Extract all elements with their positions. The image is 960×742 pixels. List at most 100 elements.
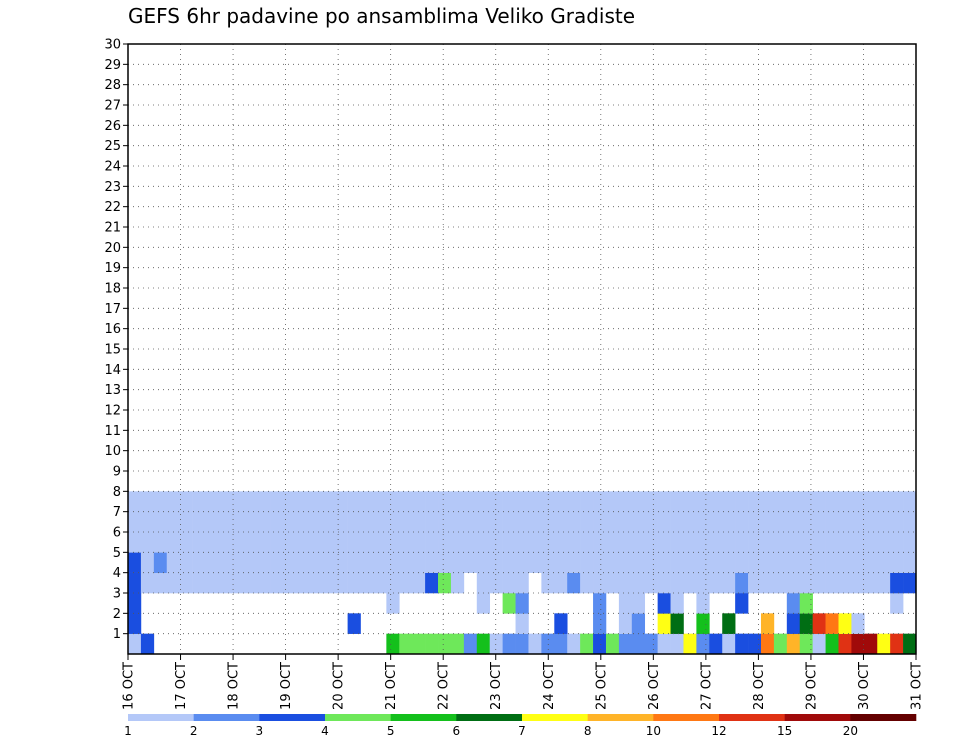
heatmap-cell [735,491,749,512]
heatmap-cell [128,572,142,594]
heatmap-cell [748,532,762,553]
heatmap-cell [515,532,529,553]
heatmap-cell [386,593,400,614]
heatmap-cell [903,552,917,573]
y-tick-label: 21 [104,221,121,236]
heatmap-cell [244,532,258,553]
colorbar: 1 2 3 4 5 6 7 8 10 12 15 20 [124,714,917,738]
heatmap-cell [438,491,452,512]
heatmap-cell [295,572,310,594]
heatmap-cell [386,532,400,553]
heatmap-cell [799,532,813,553]
heatmap-cell [489,532,503,553]
heatmap-cell [334,511,348,533]
heatmap-cell [283,491,297,512]
heatmap-cell [748,511,762,533]
heatmap-cell [748,633,762,655]
heatmap-cell [128,593,142,614]
colorbar-label: 1 [124,724,132,738]
heatmap-cell [554,572,568,594]
heatmap-cell [205,491,219,512]
colorbar-segment [850,714,917,721]
heatmap-cell [580,491,594,512]
x-tick-label: 22 OCT [437,662,452,710]
heatmap-cell [670,532,684,553]
heatmap-cell [851,572,865,594]
heatmap-cell [825,633,839,655]
heatmap-cell [605,532,620,553]
heatmap-cell [903,572,917,594]
heatmap-cell [567,552,581,573]
heatmap-cell [205,552,219,573]
heatmap-cell [283,511,297,533]
heatmap-cell [128,633,142,655]
heatmap-cell [851,613,865,634]
heatmap-cell [618,532,633,553]
heatmap-cell [657,511,671,533]
heatmap-cell [244,552,258,573]
heatmap-cell [295,491,310,512]
heatmap-cell [515,593,529,614]
heatmap-cell [166,572,180,594]
heatmap-cell [295,532,310,553]
heatmap-cell [218,491,232,512]
heatmap-cell [476,532,491,553]
heatmap-cell [709,491,723,512]
heatmap-cell [631,491,646,512]
heatmap-cell [657,593,671,614]
heatmap-cell [851,532,865,553]
heatmap-cell [709,511,723,533]
x-tick-label: 27 OCT [699,662,714,710]
heatmap-cell [153,511,168,533]
y-tick-label: 6 [113,526,121,541]
heatmap-cell [618,633,633,655]
heatmap-cell [270,572,284,594]
colorbar-label: 15 [777,724,792,738]
x-tick-label: 20 OCT [332,662,347,710]
y-tick-label: 1 [113,627,121,642]
heatmap-cell [476,491,491,512]
heatmap-cell [735,532,749,553]
heatmap-cell [825,491,839,512]
heatmap-cell [890,633,904,655]
heatmap-cell [489,633,503,655]
heatmap-cell [799,511,813,533]
heatmap-cell [515,511,529,533]
heatmap-cell [438,552,452,573]
heatmap-cell [412,532,426,553]
y-tick-label: 15 [104,343,121,358]
heatmap-cell [450,491,465,512]
heatmap-cell [128,511,142,533]
heatmap-cell [218,511,232,533]
heatmap-cell [463,511,478,533]
colorbar-segment [456,714,523,721]
x-tick-label: 16 OCT [122,662,137,710]
heatmap-cell [476,552,491,573]
heatmap-cell [231,532,245,553]
heatmap-cell [244,491,258,512]
heatmap-cell [722,613,736,634]
heatmap-cell [735,552,749,573]
heatmap-cell [593,511,607,533]
heatmap-cell [179,511,193,533]
heatmap-cell [283,572,297,594]
heatmap-cell [334,572,348,594]
heatmap-cell [476,633,491,655]
x-tick-label: 29 OCT [804,662,819,710]
heatmap-cell [657,633,671,655]
heatmap-cell [786,633,801,655]
heatmap-cell [386,572,400,594]
colorbar-label: 12 [711,724,726,738]
heatmap-cell [347,511,361,533]
heatmap-cell [399,491,413,512]
heatmap-cell [631,552,646,573]
heatmap-cell [334,532,348,553]
heatmap-cell [283,552,297,573]
y-tick-label: 23 [104,180,121,195]
y-tick-label: 11 [104,424,121,439]
heatmap-cell [489,511,503,533]
heatmap-cell [593,491,607,512]
heatmap-cell [128,552,142,573]
heatmap-cell [644,532,658,553]
heatmap-cell [140,552,155,573]
